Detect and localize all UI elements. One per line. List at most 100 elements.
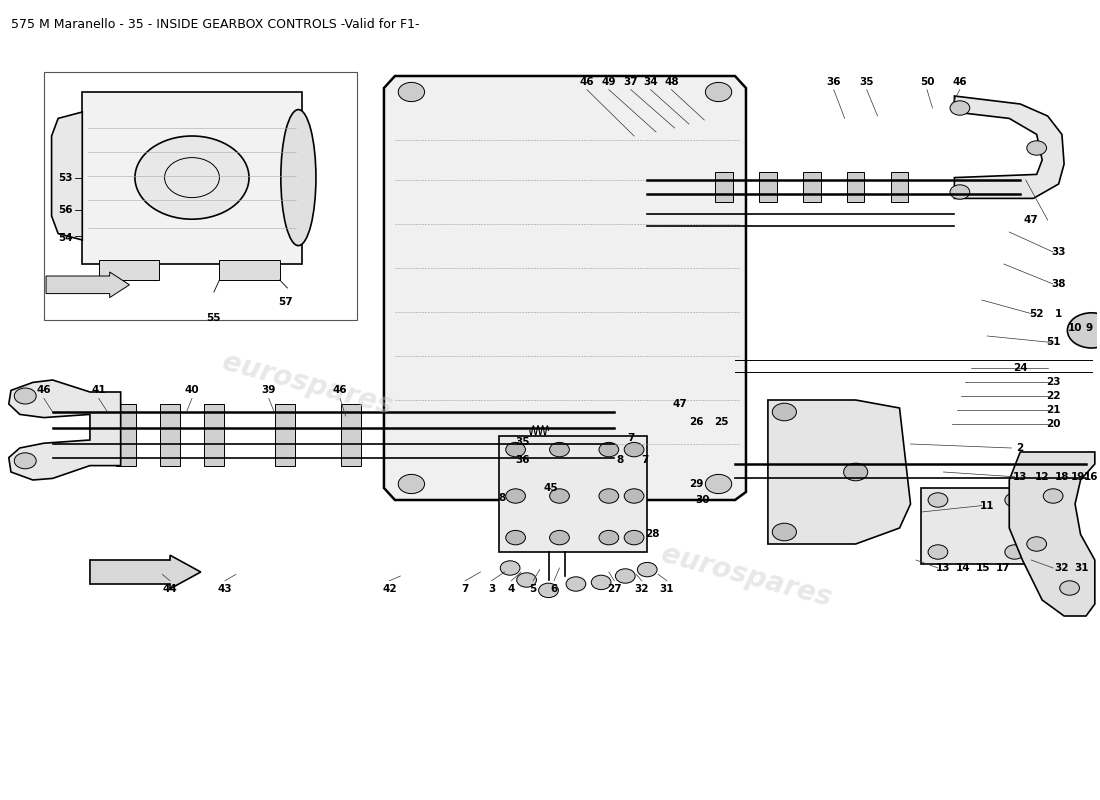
Text: 47: 47: [1024, 215, 1038, 225]
Text: 40: 40: [185, 386, 199, 395]
Circle shape: [135, 136, 249, 219]
Text: 15: 15: [976, 563, 990, 573]
Circle shape: [1005, 493, 1024, 507]
Text: 57: 57: [278, 298, 293, 307]
Circle shape: [550, 530, 570, 545]
Circle shape: [1005, 545, 1024, 559]
Polygon shape: [1010, 452, 1094, 616]
Text: 22: 22: [1046, 391, 1060, 401]
Text: 49: 49: [602, 77, 616, 86]
Circle shape: [1067, 313, 1100, 348]
Circle shape: [550, 489, 570, 503]
Text: 42: 42: [382, 584, 397, 594]
Polygon shape: [768, 400, 911, 544]
Text: 46: 46: [36, 386, 52, 395]
Polygon shape: [161, 404, 180, 466]
Circle shape: [506, 530, 526, 545]
Text: 35: 35: [515, 438, 529, 447]
Polygon shape: [384, 76, 746, 500]
Text: 13: 13: [1013, 472, 1027, 482]
Text: 8: 8: [616, 455, 624, 465]
Text: 32: 32: [1055, 563, 1069, 573]
Circle shape: [1026, 141, 1046, 155]
Circle shape: [928, 493, 948, 507]
Polygon shape: [46, 272, 130, 298]
Text: 26: 26: [690, 417, 704, 426]
Text: 39: 39: [262, 386, 276, 395]
Text: eurospares: eurospares: [219, 348, 396, 420]
Circle shape: [600, 530, 618, 545]
Polygon shape: [715, 172, 733, 202]
Circle shape: [624, 530, 644, 545]
Circle shape: [772, 523, 796, 541]
Circle shape: [624, 489, 644, 503]
Text: 6: 6: [550, 584, 558, 594]
Text: 19: 19: [1071, 472, 1086, 482]
Text: 36: 36: [515, 455, 529, 465]
Text: 46: 46: [580, 77, 594, 86]
Circle shape: [950, 185, 970, 199]
Text: 31: 31: [660, 584, 674, 594]
Text: 21: 21: [1046, 406, 1060, 415]
Circle shape: [772, 403, 796, 421]
Polygon shape: [955, 96, 1064, 198]
Text: 38: 38: [1052, 279, 1066, 289]
Polygon shape: [922, 488, 1031, 564]
Circle shape: [14, 388, 36, 404]
Text: 7: 7: [627, 434, 635, 443]
Polygon shape: [82, 92, 301, 264]
Text: 51: 51: [1046, 338, 1060, 347]
Text: 9: 9: [1086, 323, 1093, 333]
Polygon shape: [275, 404, 295, 466]
Bar: [44, 72, 356, 320]
Polygon shape: [891, 172, 909, 202]
Text: 55: 55: [207, 314, 221, 323]
Text: 29: 29: [690, 479, 704, 489]
Text: 33: 33: [1052, 247, 1066, 257]
Text: 53: 53: [58, 173, 73, 182]
Text: eurospares: eurospares: [658, 540, 835, 612]
Text: 3: 3: [487, 584, 495, 594]
Circle shape: [506, 442, 526, 457]
Circle shape: [398, 82, 425, 102]
Circle shape: [950, 101, 970, 115]
Text: 24: 24: [1013, 363, 1027, 373]
Polygon shape: [117, 404, 136, 466]
Text: 23: 23: [1046, 378, 1060, 387]
Circle shape: [550, 442, 570, 457]
Text: 28: 28: [646, 530, 660, 539]
Circle shape: [624, 442, 644, 457]
Circle shape: [705, 474, 732, 494]
Text: 10: 10: [1068, 323, 1082, 333]
Text: 11: 11: [980, 501, 994, 510]
Text: 575 M Maranello - 35 - INSIDE GEARBOX CONTROLS -Valid for F1-: 575 M Maranello - 35 - INSIDE GEARBOX CO…: [11, 18, 419, 30]
Circle shape: [506, 489, 526, 503]
Polygon shape: [499, 436, 647, 552]
Circle shape: [705, 82, 732, 102]
Circle shape: [637, 562, 657, 577]
Text: 18: 18: [1055, 472, 1069, 482]
Text: 4: 4: [507, 584, 515, 594]
Text: 1: 1: [1055, 309, 1063, 318]
Text: 52: 52: [1030, 309, 1044, 318]
Polygon shape: [341, 404, 361, 466]
Text: 47: 47: [673, 399, 688, 409]
Polygon shape: [52, 112, 82, 240]
Polygon shape: [204, 404, 223, 466]
Text: 5: 5: [529, 584, 537, 594]
Text: 41: 41: [91, 386, 106, 395]
Circle shape: [1026, 537, 1046, 551]
Text: 17: 17: [996, 563, 1010, 573]
Text: 36: 36: [826, 77, 842, 86]
Text: 56: 56: [58, 205, 73, 214]
Circle shape: [539, 583, 559, 598]
Text: 37: 37: [624, 77, 638, 86]
Text: 35: 35: [859, 77, 873, 86]
Circle shape: [844, 463, 868, 481]
Polygon shape: [99, 260, 160, 280]
Text: 8: 8: [498, 493, 506, 502]
Text: 54: 54: [58, 234, 73, 243]
Polygon shape: [90, 555, 201, 589]
Text: 46: 46: [953, 77, 967, 86]
Text: 7: 7: [641, 455, 649, 465]
